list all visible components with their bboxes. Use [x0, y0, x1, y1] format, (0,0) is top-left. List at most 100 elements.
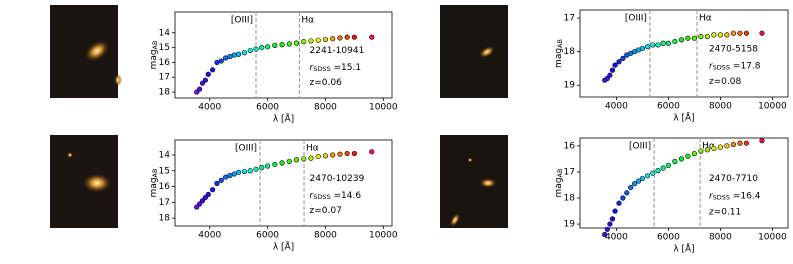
data-point: [330, 152, 336, 158]
galaxy-image: [50, 5, 122, 98]
plot: 4000 6000 8000 10000 17 18 19 λ [Å] magAB [OIII] H…: [554, 9, 789, 124]
data-point: [322, 36, 329, 43]
data-point: [698, 33, 704, 40]
redshift: z=0.07: [310, 206, 342, 216]
x-tick-label: 6000: [657, 233, 680, 243]
magnitude: rSDSS =14.6: [310, 191, 362, 202]
data-point: [628, 184, 634, 191]
data-point: [253, 46, 259, 52]
magnitude-sub: SDSS: [713, 194, 730, 202]
plot-frame: [579, 9, 789, 98]
y-tick-label: 14: [159, 28, 171, 38]
y-tick-label: 16: [564, 141, 576, 151]
data-point: [616, 200, 622, 206]
data-point: [717, 32, 724, 38]
data-point: [247, 47, 253, 54]
data-point: [272, 161, 278, 168]
data-point: [369, 149, 375, 155]
data-point: [322, 153, 329, 159]
data-point: [616, 59, 622, 65]
data-point: [672, 158, 678, 165]
redshift: z=0.11: [709, 207, 741, 217]
data-point: [272, 42, 278, 48]
data-point: [218, 58, 224, 64]
data-point: [227, 53, 233, 60]
magnitude-sub: SDSS: [313, 193, 330, 201]
x-axis-label: λ [Å]: [673, 243, 694, 255]
data-point: [704, 147, 711, 153]
data-point: [337, 151, 343, 157]
plot: 4000 6000 8000 10000 16 17 18 19 λ [Å] magAB [OIII…: [554, 137, 789, 255]
data-point: [620, 195, 626, 201]
magnitude-value: =14.6: [331, 191, 362, 201]
data-point: [214, 180, 220, 186]
x-tick-label: 8000: [709, 233, 732, 243]
y-tick-label: 15: [159, 43, 170, 53]
data-point: [665, 40, 672, 46]
data-point: [672, 38, 678, 45]
data-point: [743, 140, 750, 146]
galaxy-image: [50, 135, 118, 228]
x-tick-label: 10000: [758, 102, 787, 112]
data-point: [210, 187, 216, 193]
data-point: [301, 156, 307, 162]
data-point: [724, 143, 730, 149]
data-point: [698, 148, 704, 154]
data-point: [612, 62, 618, 68]
y-tick-label: 19: [564, 220, 576, 230]
y-axis-label-main: mag: [554, 48, 564, 68]
data-point: [369, 34, 375, 40]
data-point: [247, 168, 253, 174]
plot-frame: [579, 137, 789, 229]
galaxy-image: [440, 135, 508, 228]
data-point: [223, 55, 229, 61]
data-point: [202, 77, 208, 83]
data-point: [612, 208, 618, 214]
data-point: [724, 32, 730, 38]
data-point: [344, 34, 350, 40]
emission-line-label: [OIII]: [625, 14, 647, 24]
data-point: [344, 150, 350, 157]
y-tick-label: 18: [564, 47, 576, 57]
data-point: [639, 175, 646, 182]
plot: 4000 6000 8000 10000 14 15 16 17 18 λ [Å] magAB [OI…: [149, 11, 398, 125]
y-axis-label: magAB: [149, 41, 160, 70]
y-tick-label: 19: [564, 81, 576, 91]
data-point: [759, 138, 765, 144]
data-point: [301, 39, 307, 45]
x-tick-label: 8000: [709, 102, 732, 112]
y-tick-label: 18: [159, 88, 171, 98]
data-point: [639, 45, 646, 51]
magnitude: rSDSS =16.4: [709, 191, 761, 202]
magnitude-value: =16.4: [730, 191, 761, 201]
data-point: [279, 160, 285, 166]
magnitude: rSDSS =17.8: [709, 61, 761, 72]
data-point: [607, 221, 613, 227]
data-point: [253, 166, 259, 172]
galaxy-image: [440, 5, 508, 98]
data-point: [660, 165, 666, 171]
x-tick-label: 4000: [198, 103, 221, 113]
magnitude-sub: SDSS: [713, 64, 730, 72]
data-point: [678, 37, 685, 43]
data-point: [678, 156, 685, 162]
data-point: [337, 35, 343, 41]
magnitude-sub: SDSS: [313, 65, 330, 73]
y-axis-label-main: mag: [554, 177, 564, 197]
data-point: [231, 171, 237, 177]
y-axis-label-sub: AB: [151, 41, 159, 50]
data-point: [655, 168, 661, 174]
x-axis-label: λ [Å]: [673, 112, 694, 124]
data-point: [609, 67, 616, 73]
y-tick-label: 17: [564, 14, 575, 24]
data-point: [259, 44, 265, 51]
x-tick-label: 10000: [369, 103, 398, 113]
y-axis-label: magAB: [554, 169, 565, 198]
magnitude-prefix: r: [709, 61, 714, 71]
data-point: [202, 194, 208, 201]
x-axis-label: λ [Å]: [273, 113, 294, 125]
emission-line-label: [OIII]: [629, 142, 651, 152]
data-point: [602, 231, 608, 238]
data-point: [711, 145, 717, 152]
x-tick-label: 10000: [369, 231, 398, 241]
